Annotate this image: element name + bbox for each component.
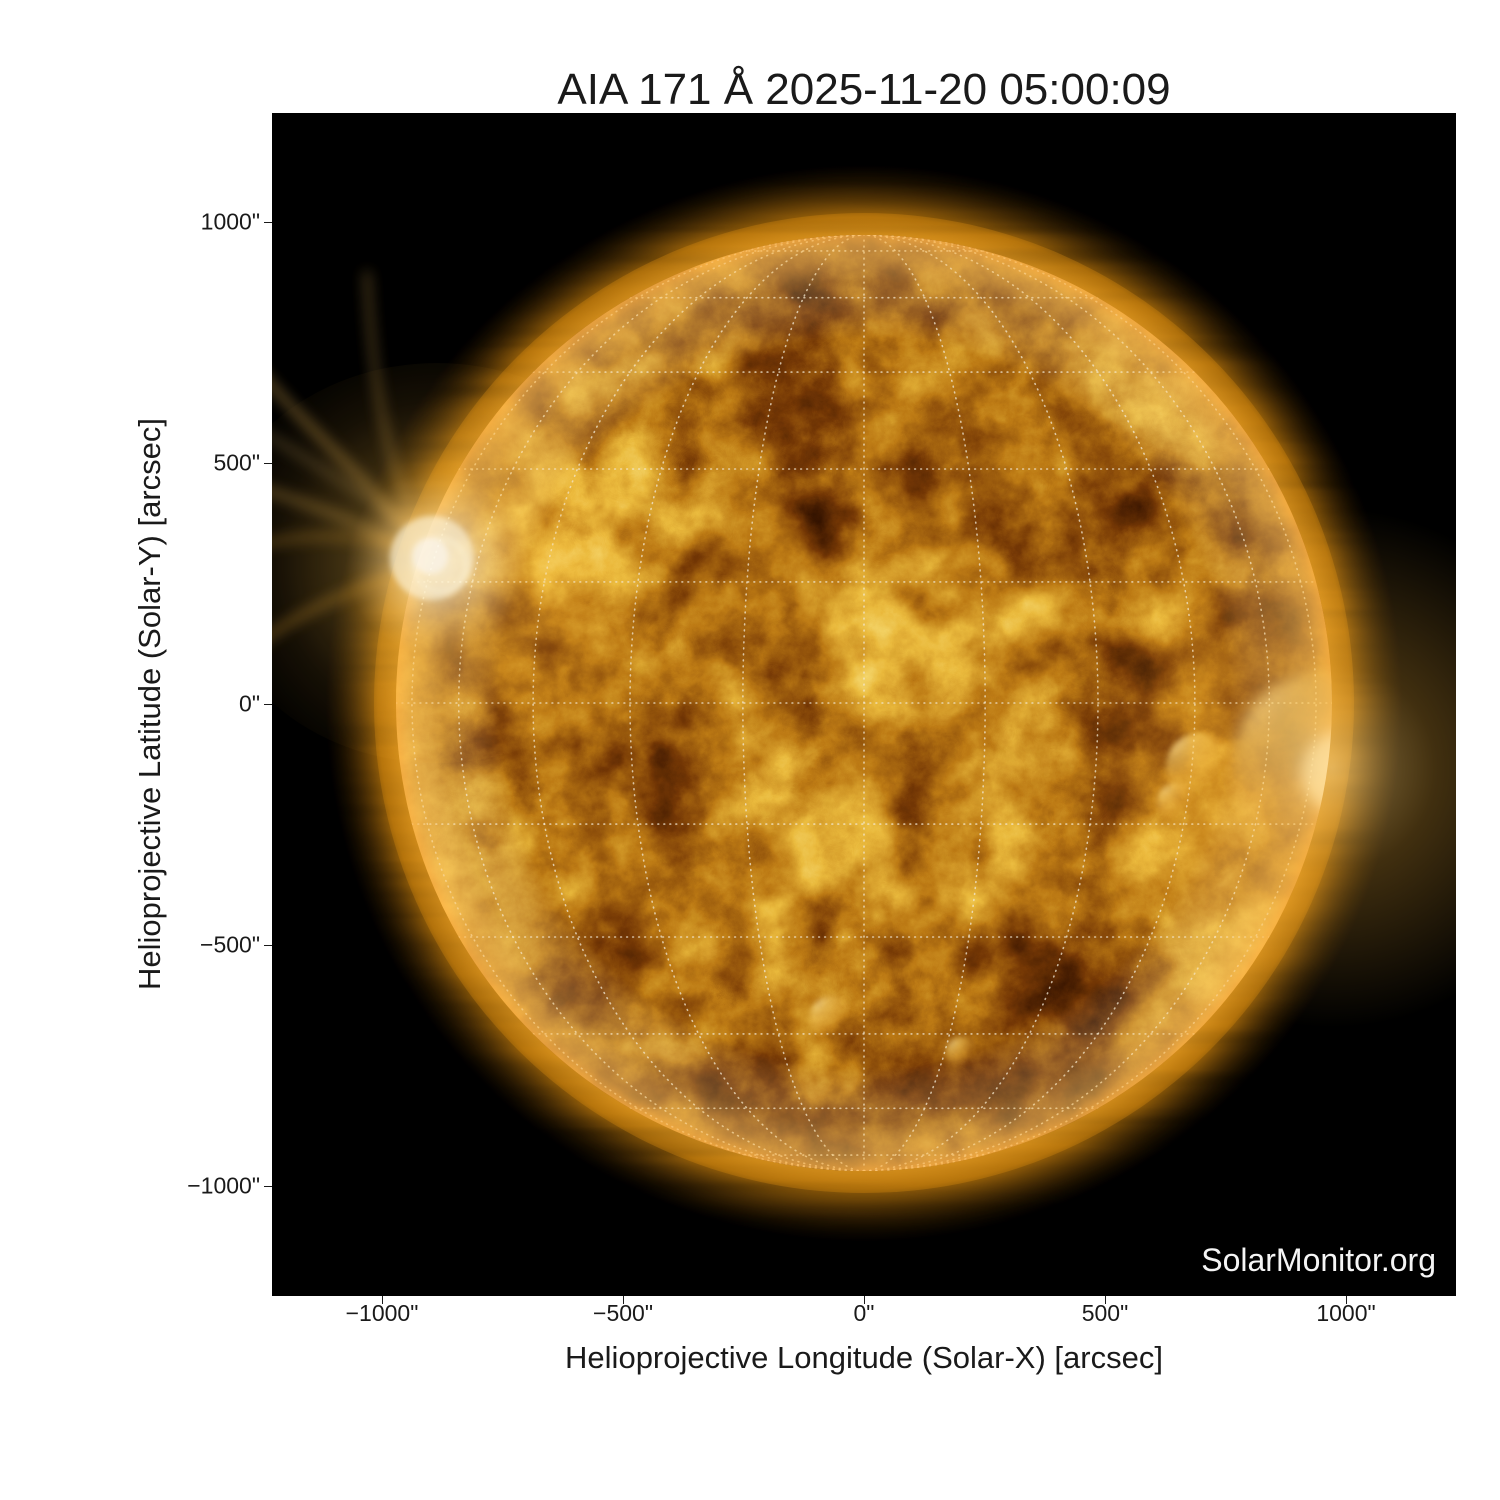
svg-text:SolarMonitor.org: SolarMonitor.org bbox=[1201, 1242, 1436, 1278]
